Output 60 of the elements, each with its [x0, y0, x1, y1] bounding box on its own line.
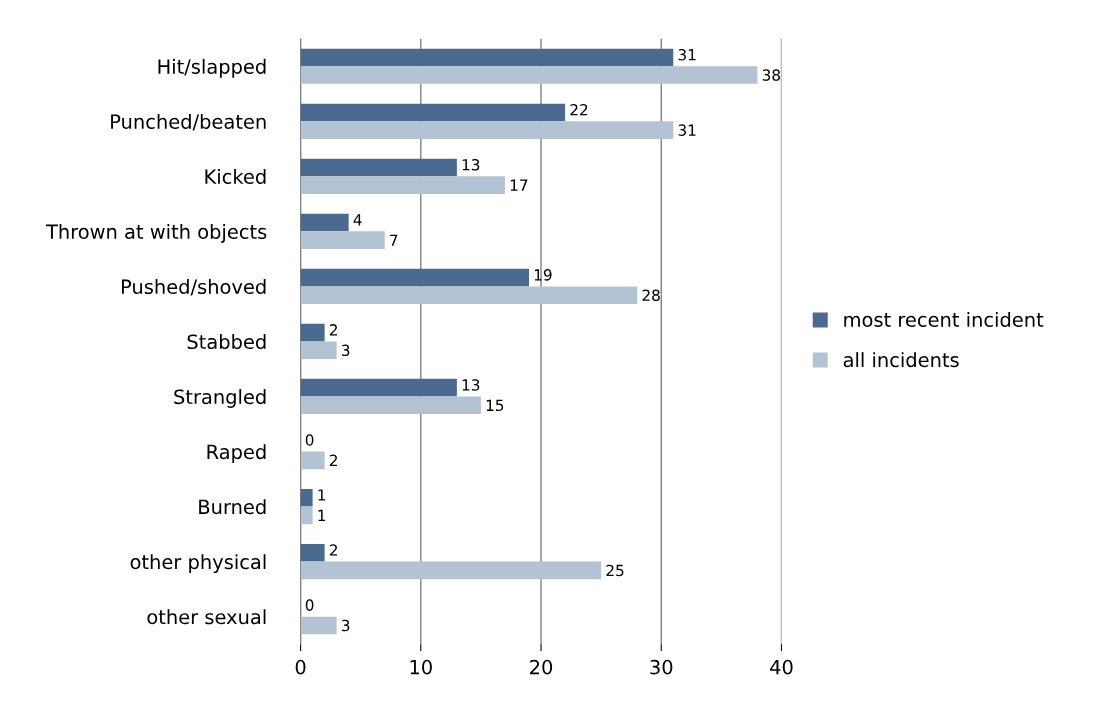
data-label: 25	[606, 564, 624, 577]
y-tick-label: Pushed/shoved	[121, 279, 266, 296]
data-label: 13	[462, 159, 480, 171]
y-tick-label: Burned	[199, 499, 266, 515]
data-label: 13	[462, 379, 480, 391]
y-tick-label: Kicked	[205, 168, 266, 184]
data-label: 31	[678, 124, 696, 136]
y-tick-label: Raped	[207, 444, 266, 463]
legend-label: all incidents	[843, 352, 959, 368]
data-label: 0	[305, 599, 314, 611]
bar	[300, 451, 325, 470]
x-tick-label: 20	[530, 659, 553, 675]
data-label: 2	[329, 454, 337, 466]
bar	[300, 286, 638, 305]
data-label: 1	[318, 489, 326, 501]
data-label: 15	[486, 399, 504, 412]
y-tick-label: Stabbed	[187, 334, 266, 350]
data-label: 19	[534, 269, 552, 281]
x-tick-label: 30	[650, 659, 673, 675]
data-label: 17	[510, 179, 528, 191]
legend-label: most recent incident	[844, 311, 1044, 327]
bar	[300, 66, 758, 84]
data-label: 31	[678, 48, 696, 61]
data-label: 28	[642, 289, 660, 302]
bar	[300, 323, 325, 342]
bar	[300, 48, 674, 67]
data-label: 1	[318, 509, 326, 521]
data-label: 4	[353, 214, 362, 226]
y-tick-label: other physical	[130, 554, 266, 574]
data-label: 2	[329, 324, 337, 336]
bar	[300, 158, 457, 177]
bar	[300, 561, 602, 580]
y-tick-label: Thrown at with objects	[45, 223, 267, 243]
bar	[300, 488, 313, 507]
bar	[300, 231, 385, 249]
x-tick-label: 10	[410, 659, 432, 675]
y-tick-label: Punched/beaten	[111, 113, 266, 131]
bar	[300, 268, 530, 287]
bar	[300, 103, 566, 122]
data-label: 3	[341, 619, 350, 632]
bar	[300, 543, 325, 562]
bar	[300, 176, 505, 194]
bar	[300, 396, 481, 415]
data-label: 3	[341, 344, 350, 357]
data-label: 38	[762, 69, 781, 81]
data-label: 2	[329, 544, 337, 556]
x-tick-label: 40	[770, 659, 793, 675]
bar	[300, 378, 457, 397]
data-label: 7	[390, 234, 398, 246]
y-tick-label: Hit/slapped	[158, 58, 266, 78]
y-tick-label: Strangled	[174, 389, 266, 408]
y-tick-label: other sexual	[147, 609, 266, 625]
bar	[300, 121, 674, 139]
bar	[300, 616, 337, 635]
data-label: 0	[305, 434, 314, 446]
bar	[300, 341, 337, 360]
data-label: 22	[570, 103, 588, 116]
bar	[300, 506, 313, 525]
x-tick-label: 0	[295, 659, 306, 675]
bar	[300, 213, 349, 232]
